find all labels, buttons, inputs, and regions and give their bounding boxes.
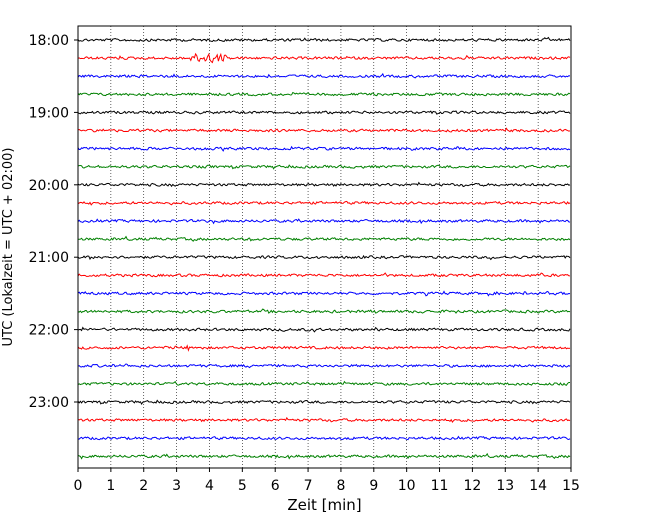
y-tick-label: 23:00	[29, 395, 69, 411]
x-tick-label: 9	[369, 478, 378, 494]
trace-line	[77, 200, 571, 206]
x-tick-label: 10	[398, 478, 416, 494]
y-tick-label: 21:00	[29, 250, 69, 266]
trace-line	[77, 145, 571, 152]
x-tick-label: 15	[562, 478, 580, 494]
x-tick-label: 0	[74, 478, 83, 494]
trace-line	[77, 290, 571, 297]
y-axis-ticks: 18:00 19:00 20:00 21:00 22:00 23:00	[29, 33, 78, 411]
trace-line	[77, 218, 571, 225]
trace-line	[77, 110, 571, 115]
x-tick-label: 2	[139, 478, 148, 494]
x-tick-label: 4	[205, 478, 214, 494]
trace-line	[77, 164, 571, 170]
x-tick-label: 11	[431, 478, 449, 494]
trace-line	[77, 452, 571, 460]
trace-line	[77, 91, 571, 97]
x-tick-label: 14	[529, 478, 547, 494]
trace-line	[77, 399, 571, 406]
x-tick-label: 12	[463, 478, 481, 494]
y-tick-label: 22:00	[29, 323, 69, 339]
trace-line	[77, 416, 571, 423]
trace-line	[77, 380, 571, 386]
x-tick-label: 8	[336, 478, 345, 494]
x-tick-label: 7	[304, 478, 313, 494]
trace-line	[77, 435, 571, 441]
trace-line	[77, 72, 571, 79]
trace-line	[77, 363, 571, 369]
trace-line	[77, 254, 571, 261]
y-tick-label: 20:00	[29, 178, 69, 194]
x-tick-label: 1	[106, 478, 115, 494]
plot-frame	[77, 25, 572, 469]
trace-line	[77, 326, 571, 333]
trace-series	[77, 36, 571, 460]
x-axis-ticks: 0 1 2 3 4 5 6 7 8 9 10 11 12 13 14 15	[74, 468, 580, 494]
x-axis-label: Zeit [min]	[287, 496, 361, 514]
trace-line	[77, 181, 571, 188]
x-tick-label: 5	[238, 478, 247, 494]
trace-line	[77, 344, 571, 352]
y-tick-label: 19:00	[29, 105, 69, 121]
trace-line	[77, 272, 571, 278]
x-tick-label: 13	[496, 478, 514, 494]
trace-line	[77, 308, 571, 314]
trace-line	[77, 127, 571, 133]
trace-line	[77, 52, 571, 64]
trace-line	[77, 235, 571, 242]
x-tick-label: 6	[271, 478, 280, 494]
trace-line	[77, 36, 571, 43]
x-tick-label: 3	[172, 478, 181, 494]
y-tick-label: 18:00	[29, 33, 69, 49]
y-axis-label: UTC (Lokalzeit = UTC + 02:00)	[1, 148, 16, 347]
